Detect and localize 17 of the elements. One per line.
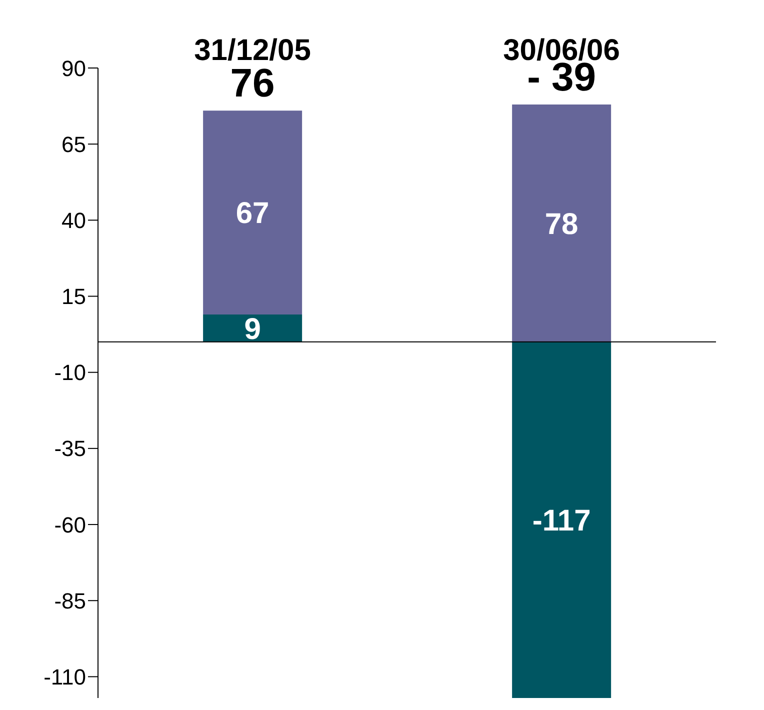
y-tick-label: 15 — [62, 284, 86, 310]
data-label: -117 — [532, 504, 591, 538]
y-tick-label: -85 — [54, 588, 86, 614]
bar — [203, 314, 302, 342]
y-tick-label: 65 — [62, 132, 86, 157]
data-label: 9 — [244, 312, 261, 346]
data-label: 78 — [544, 208, 578, 241]
bar — [512, 342, 612, 698]
y-tick-label: -110 — [44, 664, 86, 690]
y-tick-label: -60 — [54, 512, 86, 538]
y-tick-label: 90 — [62, 56, 86, 81]
bar — [203, 110, 302, 315]
y-tick-label: -35 — [54, 436, 86, 462]
y-tick-label: 40 — [62, 208, 86, 233]
data-label: 67 — [236, 197, 270, 230]
y-tick-label: -10 — [54, 360, 86, 386]
bar — [512, 104, 612, 342]
